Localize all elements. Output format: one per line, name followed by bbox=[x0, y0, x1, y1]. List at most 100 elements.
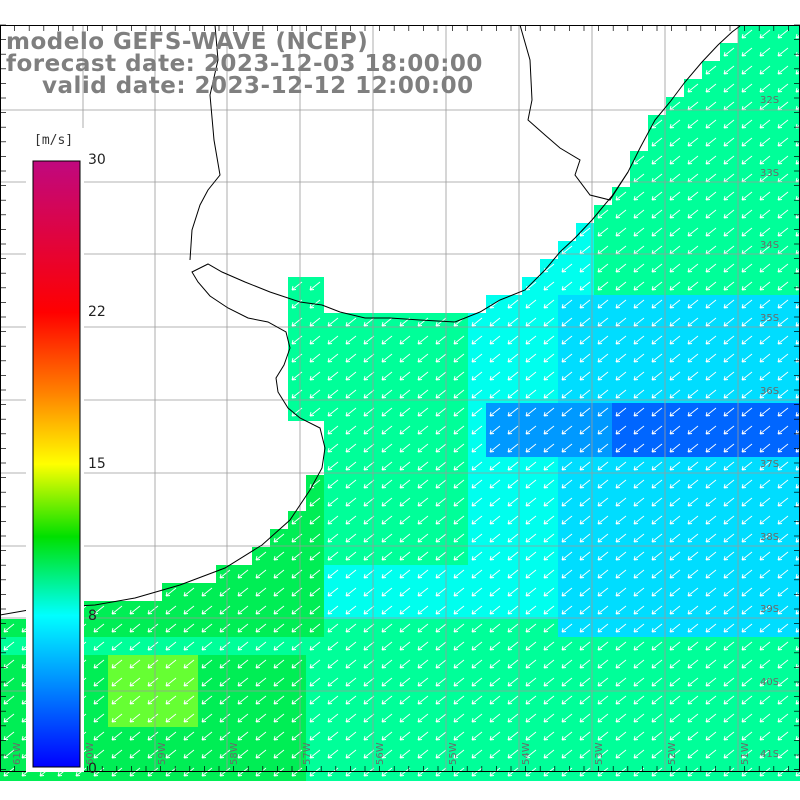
colorbar-tick-8: 8 bbox=[88, 608, 97, 624]
wind-arrow bbox=[381, 551, 393, 561]
wind-arrow bbox=[525, 389, 537, 399]
wind-arrow bbox=[345, 515, 357, 525]
wind-arrow bbox=[435, 695, 447, 705]
wind-arrow bbox=[543, 353, 555, 363]
wind-arrow bbox=[309, 353, 321, 363]
wind-arrow bbox=[453, 641, 465, 651]
wind-arrow bbox=[471, 551, 483, 561]
wind-arrow bbox=[759, 119, 771, 129]
wind-arrow bbox=[309, 695, 321, 705]
wind-arrow bbox=[417, 713, 429, 723]
wind-arrow bbox=[723, 497, 735, 507]
wind-arrow bbox=[759, 497, 771, 507]
wind-arrow bbox=[237, 623, 249, 633]
wind-arrow bbox=[471, 371, 483, 381]
wind-arrow bbox=[651, 137, 663, 147]
wind-arrow bbox=[597, 515, 609, 525]
wind-arrow bbox=[705, 551, 717, 561]
wind-arrow bbox=[237, 605, 249, 615]
wind-arrow bbox=[759, 641, 771, 651]
wind-arrow bbox=[471, 317, 483, 327]
wind-arrow bbox=[543, 695, 555, 705]
colorbar-tick-22: 22 bbox=[88, 304, 106, 320]
wind-arrow bbox=[543, 569, 555, 579]
wind-arrow bbox=[435, 515, 447, 525]
wind-arrow bbox=[705, 191, 717, 201]
wind-arrow bbox=[615, 533, 627, 543]
wind-arrow bbox=[759, 443, 771, 453]
wind-arrow bbox=[489, 425, 501, 435]
wind-arrow bbox=[183, 749, 195, 759]
wind-arrow bbox=[543, 659, 555, 669]
wind-arrow bbox=[543, 623, 555, 633]
wind-arrow bbox=[705, 317, 717, 327]
wind-arrow bbox=[759, 515, 771, 525]
wind-arrow bbox=[309, 569, 321, 579]
wind-arrow bbox=[345, 317, 357, 327]
wind-arrow bbox=[759, 623, 771, 633]
wind-arrow bbox=[759, 569, 771, 579]
wind-arrow bbox=[651, 515, 663, 525]
wind-arrow bbox=[579, 335, 591, 345]
wind-arrow bbox=[633, 533, 645, 543]
wind-arrow bbox=[561, 749, 573, 759]
wind-arrow bbox=[417, 443, 429, 453]
wind-arrow bbox=[309, 713, 321, 723]
wind-arrow bbox=[507, 569, 519, 579]
wind-arrow bbox=[543, 533, 555, 543]
wind-arrow bbox=[363, 353, 375, 363]
wind-arrow bbox=[561, 389, 573, 399]
wind-arrow bbox=[345, 749, 357, 759]
wind-cell bbox=[792, 25, 800, 43]
wind-arrow bbox=[345, 587, 357, 597]
wind-arrow bbox=[687, 497, 699, 507]
wind-arrow bbox=[417, 515, 429, 525]
wind-arrow bbox=[435, 623, 447, 633]
wind-arrow bbox=[633, 677, 645, 687]
wind-arrow bbox=[615, 353, 627, 363]
wind-arrow bbox=[579, 731, 591, 741]
wind-arrow bbox=[255, 569, 267, 579]
wind-arrow bbox=[651, 443, 663, 453]
wind-arrow bbox=[597, 695, 609, 705]
wind-arrow bbox=[615, 479, 627, 489]
wind-arrow bbox=[777, 65, 789, 75]
wind-arrow bbox=[3, 677, 15, 687]
wind-arrow bbox=[543, 281, 555, 291]
wind-arrow bbox=[579, 677, 591, 687]
wind-arrow bbox=[507, 731, 519, 741]
wind-arrow bbox=[489, 515, 501, 525]
wind-arrow bbox=[669, 407, 681, 417]
wind-arrow bbox=[579, 227, 591, 237]
wind-arrow bbox=[507, 353, 519, 363]
wind-arrow bbox=[633, 317, 645, 327]
wind-arrow bbox=[579, 515, 591, 525]
wind-arrow bbox=[237, 569, 249, 579]
wind-arrow bbox=[705, 119, 717, 129]
wind-arrow bbox=[453, 515, 465, 525]
colorbar-tick-15: 15 bbox=[88, 456, 106, 472]
wind-arrow bbox=[309, 389, 321, 399]
wind-arrow bbox=[183, 731, 195, 741]
wind-cell bbox=[792, 655, 800, 673]
wind-arrow bbox=[669, 191, 681, 201]
wind-cell bbox=[792, 529, 800, 547]
wind-arrow bbox=[327, 713, 339, 723]
wind-arrow bbox=[687, 443, 699, 453]
wind-arrow bbox=[597, 425, 609, 435]
wind-arrow bbox=[417, 605, 429, 615]
wind-arrow bbox=[399, 659, 411, 669]
wind-arrow bbox=[669, 317, 681, 327]
wind-arrow bbox=[579, 407, 591, 417]
wind-arrow bbox=[363, 479, 375, 489]
wind-arrow bbox=[597, 605, 609, 615]
wind-arrow bbox=[669, 713, 681, 723]
wind-arrow bbox=[381, 659, 393, 669]
wind-arrow bbox=[777, 83, 789, 93]
wind-arrow bbox=[273, 713, 285, 723]
wind-arrow bbox=[723, 461, 735, 471]
wind-arrow bbox=[489, 551, 501, 561]
wind-arrow bbox=[345, 443, 357, 453]
wind-arrow bbox=[705, 641, 717, 651]
wind-arrow bbox=[597, 731, 609, 741]
